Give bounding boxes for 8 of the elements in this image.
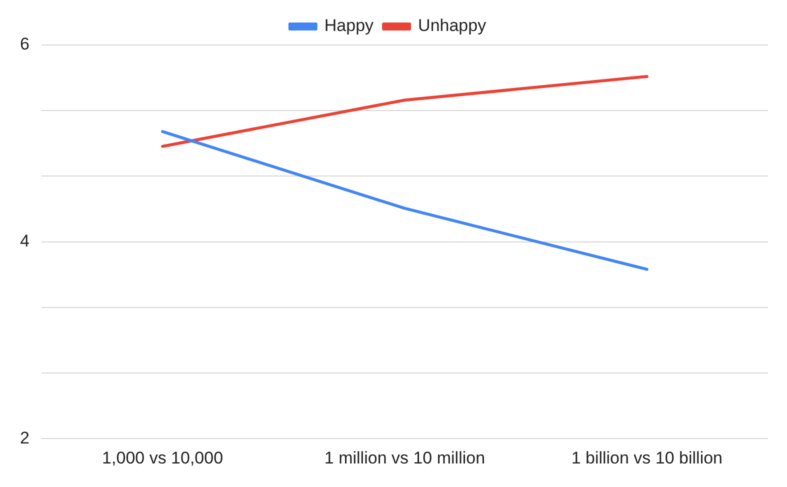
legend-label: Unhappy xyxy=(418,16,487,36)
x-tick-label: 1 billion vs 10 billion xyxy=(571,448,723,468)
y-tick-label: 4 xyxy=(20,231,30,250)
x-tick-label: 1 million vs 10 million xyxy=(324,448,486,468)
y-tick-label: 6 xyxy=(20,34,30,54)
x-tick-label: 1,000 vs 10,000 xyxy=(102,448,224,468)
y-tick-label: 2 xyxy=(20,428,30,448)
legend-label: Happy xyxy=(324,16,374,36)
